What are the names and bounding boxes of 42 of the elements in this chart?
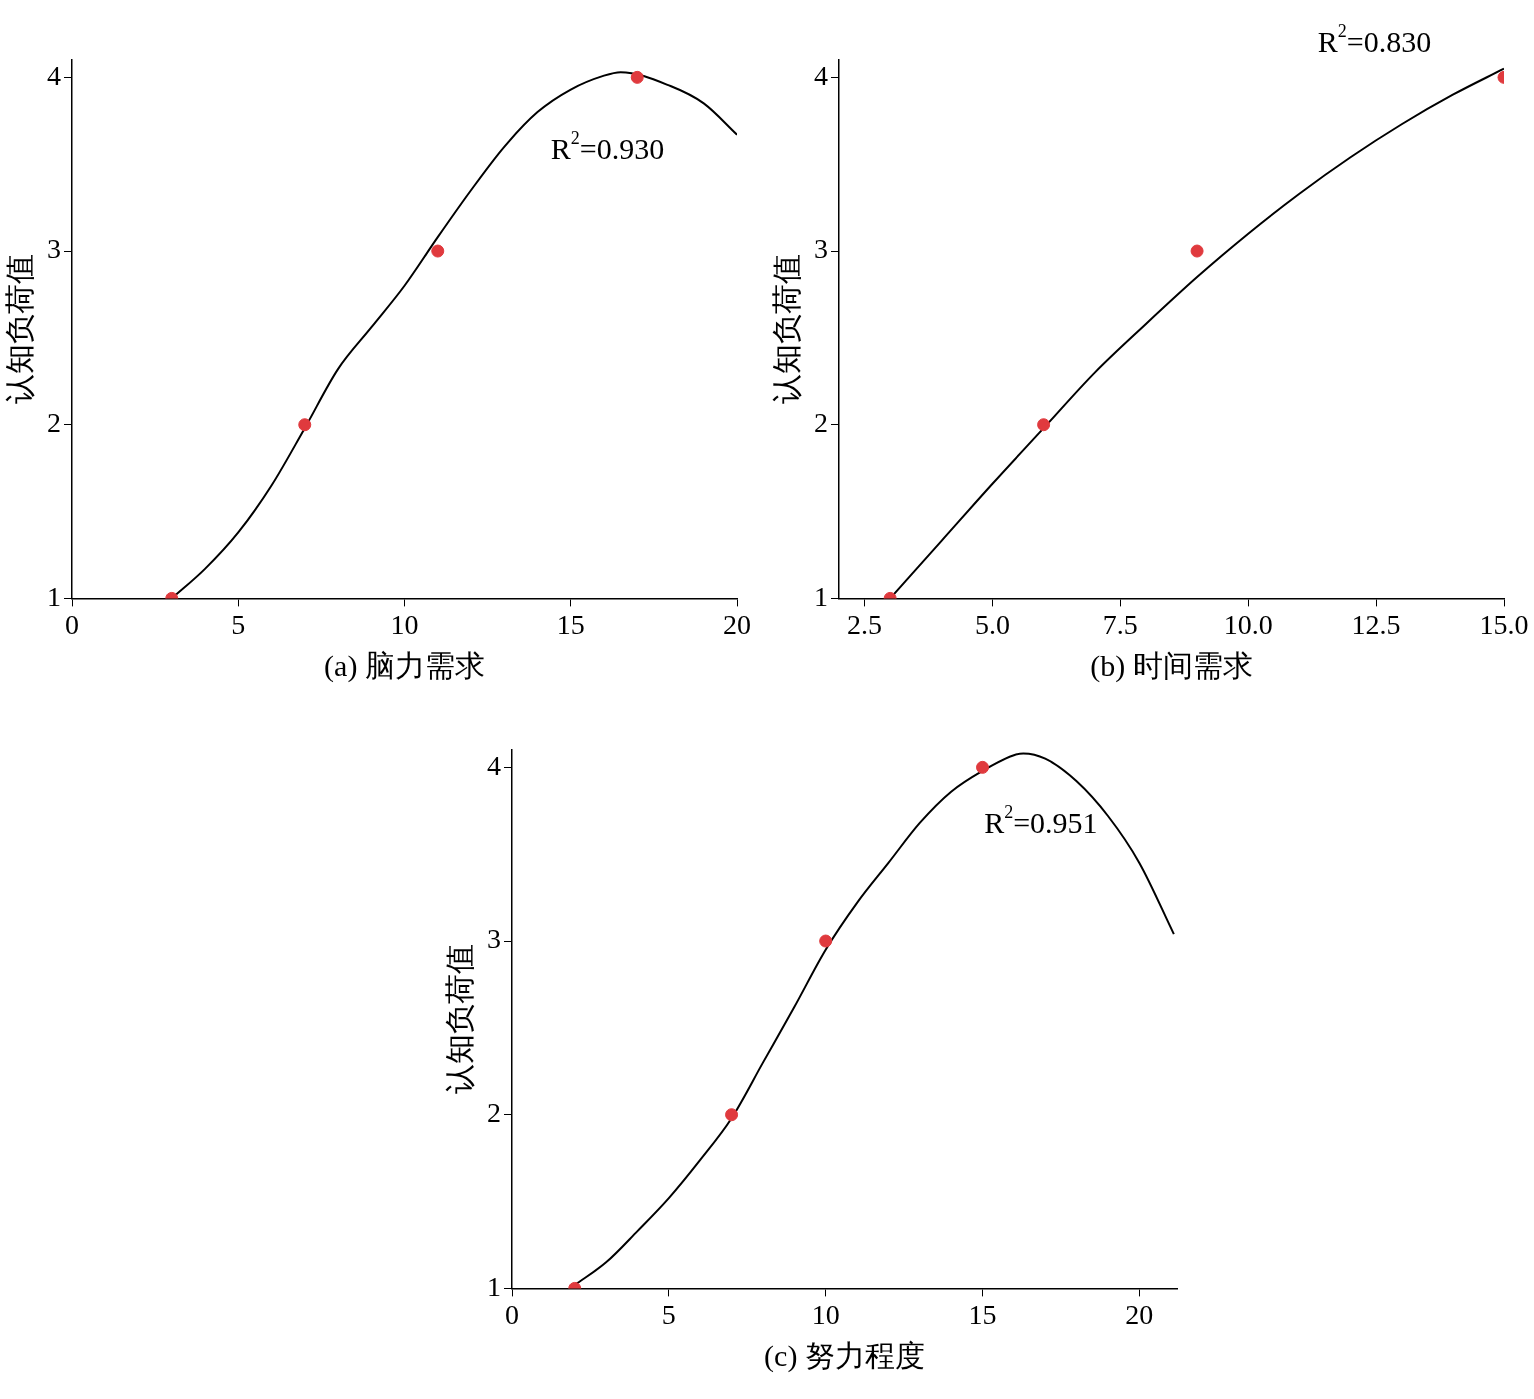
x-tick-label: 0 (65, 608, 79, 640)
x-tick-label: 15 (556, 608, 585, 640)
y-tick-label: 4 (814, 59, 828, 91)
x-tick-label: 15.0 (1479, 608, 1529, 640)
x-tick-label: 7.5 (1102, 608, 1138, 640)
y-tick-label: 3 (814, 233, 828, 265)
y-tick-label: 4 (47, 59, 61, 91)
x-axis-title: (a) 脑力需求 (324, 648, 485, 683)
y-tick-label: 4 (487, 749, 501, 781)
x-axis-title: (b) 时间需求 (1090, 648, 1253, 683)
x-tick-label: 20 (723, 608, 751, 640)
y-axis-title: 认知负荷值 (769, 254, 803, 405)
x-tick-label: 5 (231, 608, 246, 640)
x-tick-label: 12.5 (1351, 608, 1401, 640)
point (1190, 244, 1204, 258)
x-tick-label: 5.0 (974, 608, 1010, 640)
point (725, 1108, 739, 1122)
point (431, 244, 445, 258)
y-tick-label: 2 (47, 407, 61, 439)
point (298, 418, 312, 432)
x-axis-title: (c) 努力程度 (764, 1338, 925, 1373)
x-tick-label: 10 (811, 1298, 840, 1330)
y-tick-label: 1 (487, 1270, 501, 1302)
x-tick-label: 10 (390, 608, 419, 640)
y-axis-title: 认知负荷值 (2, 254, 36, 405)
y-tick-label: 3 (487, 923, 501, 955)
y-tick-label: 1 (814, 580, 828, 612)
x-tick-label: 10.0 (1223, 608, 1273, 640)
y-axis-title: 认知负荷值 (442, 944, 476, 1095)
x-tick-label: 5 (661, 1298, 676, 1330)
point (819, 934, 833, 948)
y-tick-label: 2 (487, 1097, 501, 1129)
x-tick-label: 20 (1125, 1298, 1154, 1330)
point (630, 70, 644, 84)
x-tick-label: 0 (505, 1298, 519, 1330)
x-tick-label: 2.5 (847, 608, 883, 640)
x-tick-label: 15 (968, 1298, 997, 1330)
y-tick-label: 1 (47, 580, 61, 612)
point (976, 760, 990, 774)
y-tick-label: 2 (814, 407, 828, 439)
point (1037, 418, 1051, 432)
y-tick-label: 3 (47, 233, 61, 265)
